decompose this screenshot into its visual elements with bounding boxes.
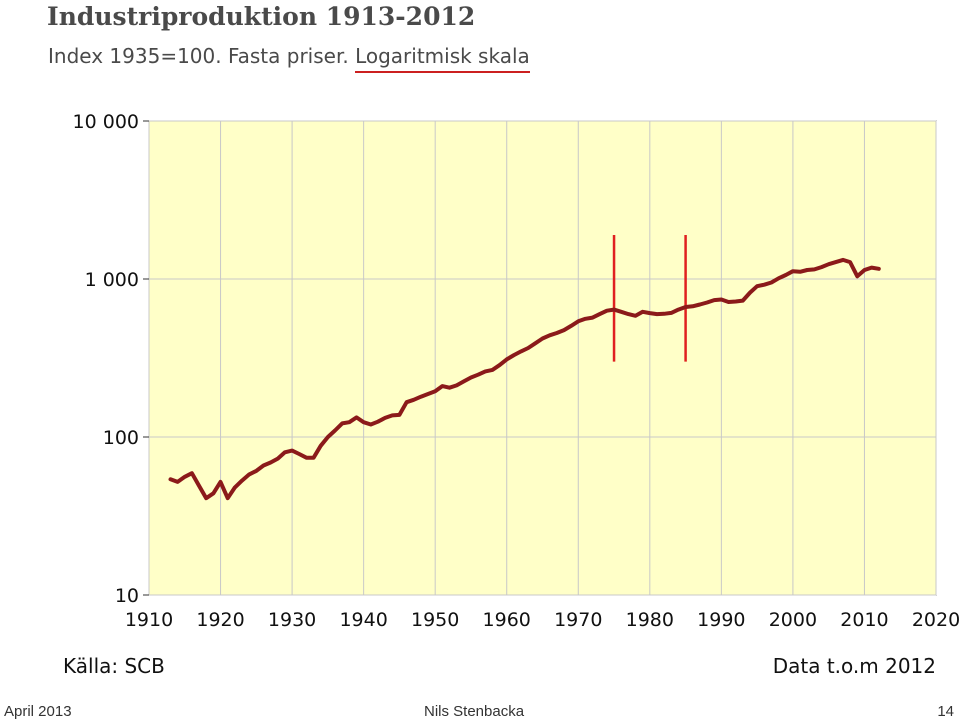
x-tick-label: 1960 bbox=[483, 609, 531, 631]
series-line bbox=[168, 257, 881, 501]
x-tick-label: 1990 bbox=[697, 609, 745, 631]
chart-subtitle: Index 1935=100. Fasta priser. Logaritmis… bbox=[48, 44, 530, 73]
x-tick-label: 1950 bbox=[411, 609, 459, 631]
x-tick-label: 2010 bbox=[840, 609, 888, 631]
y-tick-label: 10 000 bbox=[73, 111, 139, 133]
x-axis-tick-labels: 1910 1920 1930 1940 1950 1960 1970 1980 1990 2000… bbox=[125, 609, 960, 631]
y-tick-label: 10 bbox=[115, 585, 139, 607]
x-tick-label: 1970 bbox=[554, 609, 602, 631]
chart-title: Industriproduktion 1913-2012 bbox=[47, 2, 476, 31]
grid-lines bbox=[143, 120, 937, 596]
slide-page-number: 14 bbox=[937, 703, 954, 720]
x-tick-label: 1930 bbox=[268, 609, 316, 631]
y-tick-label: 1 000 bbox=[85, 269, 139, 291]
slide-author: Nils Stenbacka bbox=[424, 703, 525, 720]
subtitle-prefix: Index 1935=100. Fasta priser. bbox=[48, 44, 356, 68]
y-axis-tick-labels: 10 100 1 000 10 000 bbox=[73, 111, 139, 607]
y-tick-label: 100 bbox=[103, 427, 139, 449]
x-tick-label: 2020 bbox=[912, 609, 960, 631]
x-tick-label: 1910 bbox=[125, 609, 173, 631]
x-tick-label: 1940 bbox=[339, 609, 387, 631]
slide-date: April 2013 bbox=[4, 703, 72, 720]
x-tick-label: 1980 bbox=[626, 609, 674, 631]
source-note: Källa: SCB bbox=[63, 654, 165, 678]
subtitle-highlight: Logaritmisk skala bbox=[355, 44, 530, 73]
data-period-note: Data t.o.m 2012 bbox=[772, 654, 936, 678]
x-tick-label: 2000 bbox=[769, 609, 817, 631]
vertical-markers bbox=[612, 234, 687, 362]
x-tick-label: 1920 bbox=[196, 609, 244, 631]
plot-area bbox=[148, 120, 937, 596]
